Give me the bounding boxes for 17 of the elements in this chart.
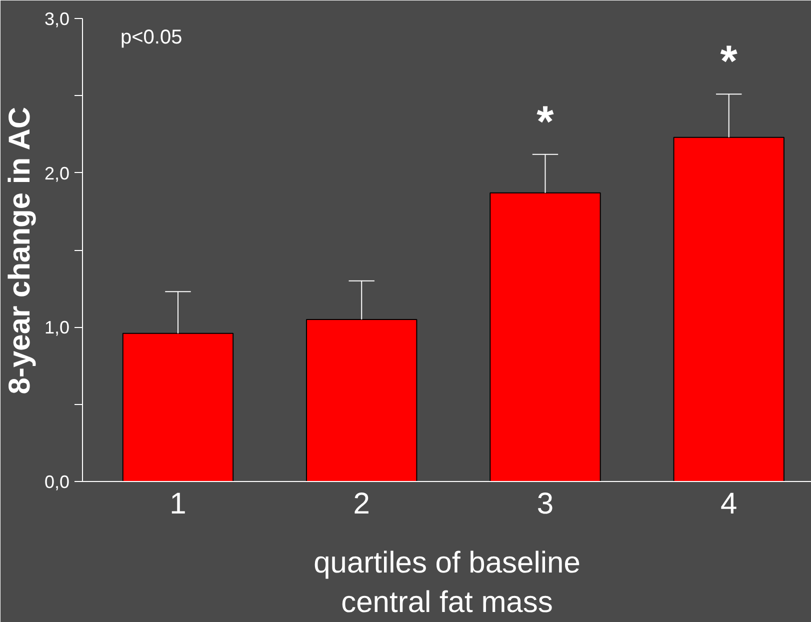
y-tick-label: 0,0 [44, 472, 70, 492]
x-tick-label: 3 [536, 488, 554, 520]
bar [673, 136, 784, 482]
x-tick-label: 1 [170, 488, 186, 520]
y-axis-title: 8-year change in AC [3, 106, 36, 394]
x-tick-label: 4 [720, 488, 738, 520]
y-tick-label: 1,0 [44, 318, 70, 338]
x-axis-title: quartiles of baseline central fat mass [314, 546, 580, 620]
bar [306, 318, 418, 482]
y-tick-label: 2,0 [44, 163, 70, 184]
y-tick-label: 3,0 [44, 9, 70, 29]
annotation: p<0.05 [120, 26, 182, 48]
bar [122, 332, 234, 482]
annotation: * [720, 37, 738, 86]
annotation: * [536, 97, 555, 146]
x-tick-label: 2 [353, 488, 370, 520]
bar [490, 192, 601, 482]
